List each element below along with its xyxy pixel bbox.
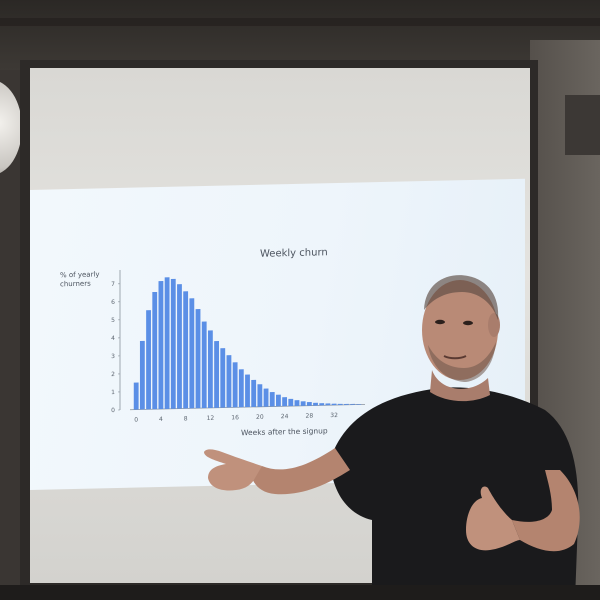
chart-bar (183, 291, 189, 409)
chart-bar (331, 403, 337, 406)
chart-bar (226, 355, 232, 408)
chart-bar (276, 394, 281, 407)
chart-bar (207, 330, 213, 408)
chart-bar (164, 277, 170, 409)
presenter-hair (424, 275, 499, 320)
chart-bar (282, 397, 288, 407)
chart-bar (319, 403, 325, 406)
presenter-head (422, 280, 498, 380)
y-tick-label: 3 (111, 353, 115, 360)
chart-bar (269, 392, 275, 407)
projected-slide: 0 4 8 12 16 20 24 28 32 0 1 2 3 4 5 6 7 Weekly churn % o… (30, 178, 525, 490)
presenter-neck (430, 370, 490, 402)
chart-bar (189, 298, 195, 409)
chart-bar (133, 382, 139, 410)
x-tick-label: 12 (207, 415, 215, 422)
y-tick-label: 0 (111, 407, 115, 414)
chart-bar (158, 280, 164, 410)
chart-bar (170, 278, 176, 409)
chart-bar (306, 402, 312, 406)
y-tick-label: 6 (111, 299, 115, 306)
chart-bar (313, 402, 318, 406)
chart-bar (238, 369, 244, 408)
chart-bar (139, 340, 145, 410)
presenter-left-arm (252, 448, 350, 495)
y-tick-label: 1 (111, 389, 115, 396)
chart-bar (350, 403, 356, 405)
y-tick-label: 7 (111, 281, 115, 288)
presenter-eye-right (463, 320, 473, 326)
presenter-ear (488, 313, 500, 337)
chart-bar (263, 388, 269, 407)
wall-panel (565, 95, 600, 155)
y-tick-label: 2 (111, 371, 115, 378)
presenter-open-hand (466, 486, 520, 551)
presenter-mouth (443, 355, 467, 360)
pendant-lamp (0, 80, 22, 175)
presenter-eye-left (435, 319, 445, 325)
x-tick-label: 0 (134, 417, 138, 424)
chart-bar (356, 403, 362, 405)
x-tick-label: 4 (159, 416, 163, 423)
x-tick-label: 32 (330, 412, 338, 419)
chart-bar (325, 403, 331, 406)
ceiling-beam (0, 18, 600, 26)
chart-bar (152, 291, 158, 410)
chart-bar (245, 374, 250, 408)
chart-bar (177, 284, 182, 409)
chart-bar (251, 379, 257, 407)
y-tick-label: 5 (111, 317, 115, 324)
chart-bar (294, 400, 300, 406)
chart-bar (214, 341, 219, 408)
chart-bar (300, 401, 306, 406)
presenter-pointing-hand (204, 449, 262, 491)
y-tick-label: 4 (111, 335, 115, 342)
x-tick-label: 28 (306, 413, 314, 420)
chart-bar (220, 348, 226, 408)
chart-bar (201, 321, 207, 409)
chart-bar (146, 310, 151, 410)
chart-bar (337, 403, 343, 406)
presenter-beard (428, 342, 496, 382)
chart-bar (257, 384, 263, 407)
chart-bar (232, 362, 238, 408)
x-tick-label: 8 (184, 415, 188, 422)
chart-bar (344, 403, 349, 405)
x-tick-label: 16 (231, 414, 239, 421)
chart-bar (288, 398, 294, 407)
floor-shadow (0, 585, 600, 600)
presenter-shirt (330, 387, 579, 600)
ceiling (0, 0, 600, 70)
chart-bar (195, 308, 201, 409)
x-tick-label: 20 (256, 414, 264, 421)
presenter-right-arm (512, 470, 580, 552)
x-tick-label: 24 (281, 413, 289, 420)
